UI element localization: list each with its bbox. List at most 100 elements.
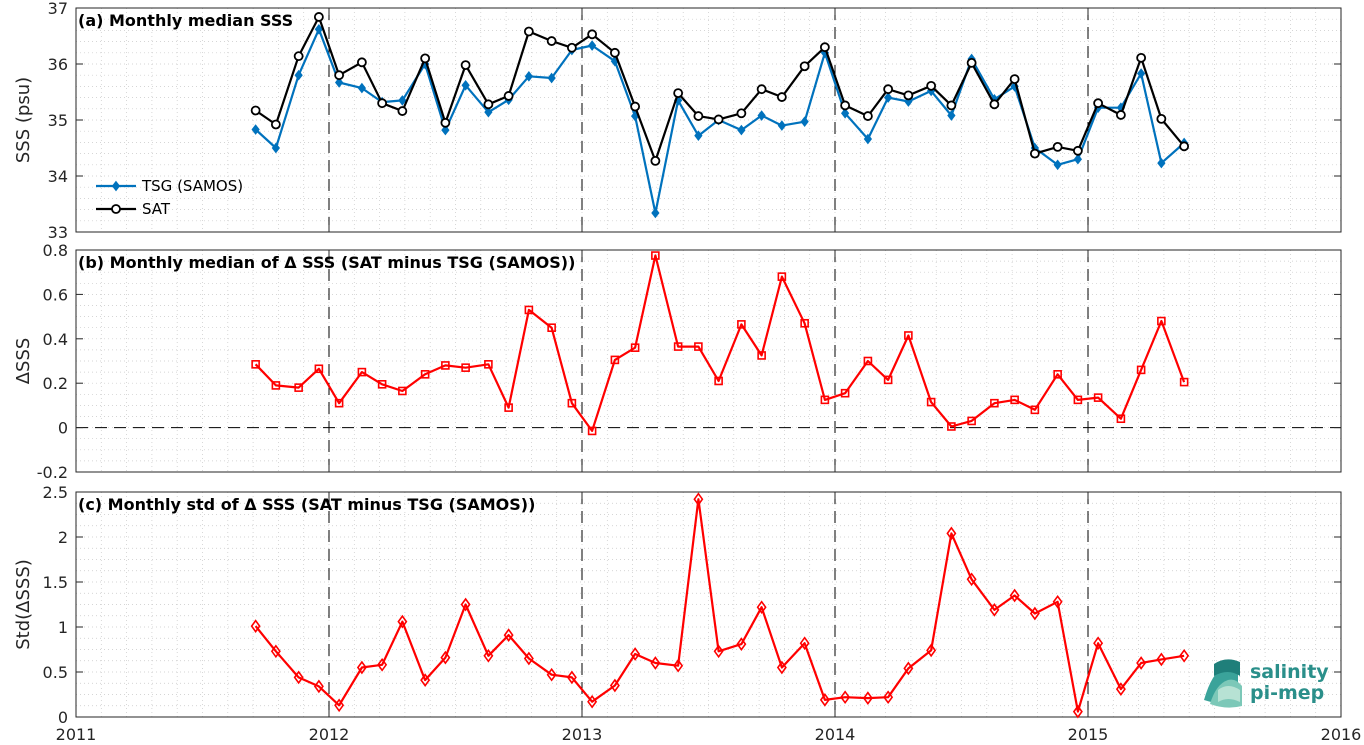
point-b-0-26 [800, 318, 809, 328]
point-a-1-21 [693, 111, 704, 121]
axes-frame-b [75, 249, 1342, 473]
point-c-0-34 [966, 572, 977, 587]
point-c-0-18 [630, 647, 641, 661]
point-a-1-20 [673, 88, 684, 99]
ytick-label-b-1: 0 [58, 419, 68, 438]
point-a-0-19 [651, 207, 660, 219]
ylabel-a: SSS (psu) [13, 77, 34, 163]
ytick-label-a-4: 37 [48, 0, 68, 18]
point-c-0-30 [883, 690, 894, 705]
point-b-0-0 [251, 360, 260, 369]
point-a-0-26 [800, 116, 809, 127]
point-b-0-4 [334, 398, 344, 408]
point-c-0-13 [523, 651, 534, 666]
logo-line2: pi-mep [1250, 682, 1324, 704]
point-a-0-13 [524, 71, 534, 82]
point-a-1-8 [420, 53, 431, 64]
point-a-0-21 [694, 130, 703, 141]
point-c-0-29 [862, 691, 873, 705]
point-a-1-41 [1115, 110, 1126, 120]
point-c-0-4 [334, 698, 345, 713]
point-a-1-14 [546, 36, 557, 46]
point-b-0-25 [777, 272, 787, 281]
point-a-1-2 [293, 51, 304, 62]
legend-label-1: SAT [142, 200, 171, 218]
point-b-0-43 [1157, 316, 1166, 326]
point-b-0-27 [820, 395, 830, 405]
point-b-0-18 [630, 343, 640, 352]
point-a-0-10 [461, 79, 470, 91]
point-b-0-3 [314, 364, 324, 374]
ytick-label-b-3: 0.4 [43, 330, 68, 349]
point-c-0-15 [566, 670, 577, 685]
point-a-0-5 [357, 82, 367, 94]
point-a-0-23 [737, 124, 746, 136]
point-a-1-38 [1052, 141, 1063, 152]
series-line-a-1 [254, 15, 1185, 162]
point-b-0-32 [926, 397, 936, 407]
salinity-pimep-logo: salinity pi-mep [1204, 659, 1329, 708]
point-b-0-7 [398, 386, 407, 396]
ytick-label-a-0: 33 [48, 223, 68, 242]
point-c-0-0 [250, 619, 261, 633]
ytick-label-a-3: 36 [48, 55, 68, 74]
legend-marker-1 [111, 204, 121, 214]
point-a-1-4 [334, 70, 345, 81]
point-b-0-29 [863, 356, 873, 366]
ytick-label-b-5: 0.8 [43, 241, 68, 260]
ytick-label-b-0: -0.2 [37, 463, 68, 482]
point-c-0-8 [420, 673, 431, 687]
point-c-0-40 [1093, 636, 1104, 651]
point-a-1-28 [840, 100, 851, 111]
point-c-0-43 [1156, 652, 1167, 667]
point-b-0-8 [420, 370, 430, 379]
point-c-0-19 [650, 656, 661, 670]
series-line-c-0 [254, 498, 1185, 713]
point-b-0-38 [1053, 370, 1062, 379]
point-a-1-42 [1136, 52, 1147, 63]
point-a-1-32 [926, 80, 937, 91]
axes-frame-c [75, 491, 1342, 718]
point-c-0-7 [397, 614, 408, 629]
point-a-1-31 [903, 90, 914, 101]
point-c-0-38 [1052, 594, 1063, 609]
point-b-0-36 [1010, 395, 1019, 405]
series-line-b-0 [254, 254, 1186, 432]
point-a-1-0 [250, 105, 261, 116]
point-a-1-35 [989, 99, 1000, 110]
point-c-0-27 [819, 693, 830, 707]
grid-a [76, 8, 1341, 232]
ytick-label-c-2: 1 [58, 618, 68, 637]
point-c-0-42 [1136, 656, 1147, 670]
point-b-0-5 [357, 367, 367, 377]
point-a-0-0 [251, 124, 260, 135]
point-b-0-44 [1179, 377, 1189, 387]
xtick-label-5: 2016 [1321, 725, 1362, 744]
point-a-0-42 [1136, 68, 1146, 79]
legend: TSG (SAMOS) SAT [96, 177, 243, 218]
logo-waves-icon [1204, 659, 1242, 708]
grid-b [76, 250, 1341, 472]
panel-title-a: (a) Monthly median SSS [78, 11, 293, 30]
point-c-0-39 [1072, 704, 1083, 719]
point-a-1-43 [1156, 113, 1167, 124]
series-a-1 [250, 12, 1190, 166]
point-b-0-14 [547, 323, 556, 333]
point-a-0-11 [484, 106, 493, 118]
point-a-1-33 [946, 100, 957, 111]
point-b-0-16 [587, 426, 597, 436]
point-a-0-24 [757, 110, 766, 121]
point-a-1-22 [713, 114, 724, 125]
ytick-label-c-5: 2.5 [43, 483, 68, 502]
point-a-0-29 [863, 133, 873, 145]
point-c-0-11 [483, 648, 494, 663]
point-a-0-2 [294, 69, 303, 81]
xtick-label-4: 2015 [1068, 725, 1109, 744]
point-a-0-39 [1073, 153, 1083, 165]
point-b-0-28 [840, 388, 850, 398]
point-a-0-7 [398, 95, 407, 106]
point-b-0-34 [967, 416, 976, 426]
point-c-0-6 [377, 657, 388, 672]
point-a-1-16 [587, 29, 598, 40]
